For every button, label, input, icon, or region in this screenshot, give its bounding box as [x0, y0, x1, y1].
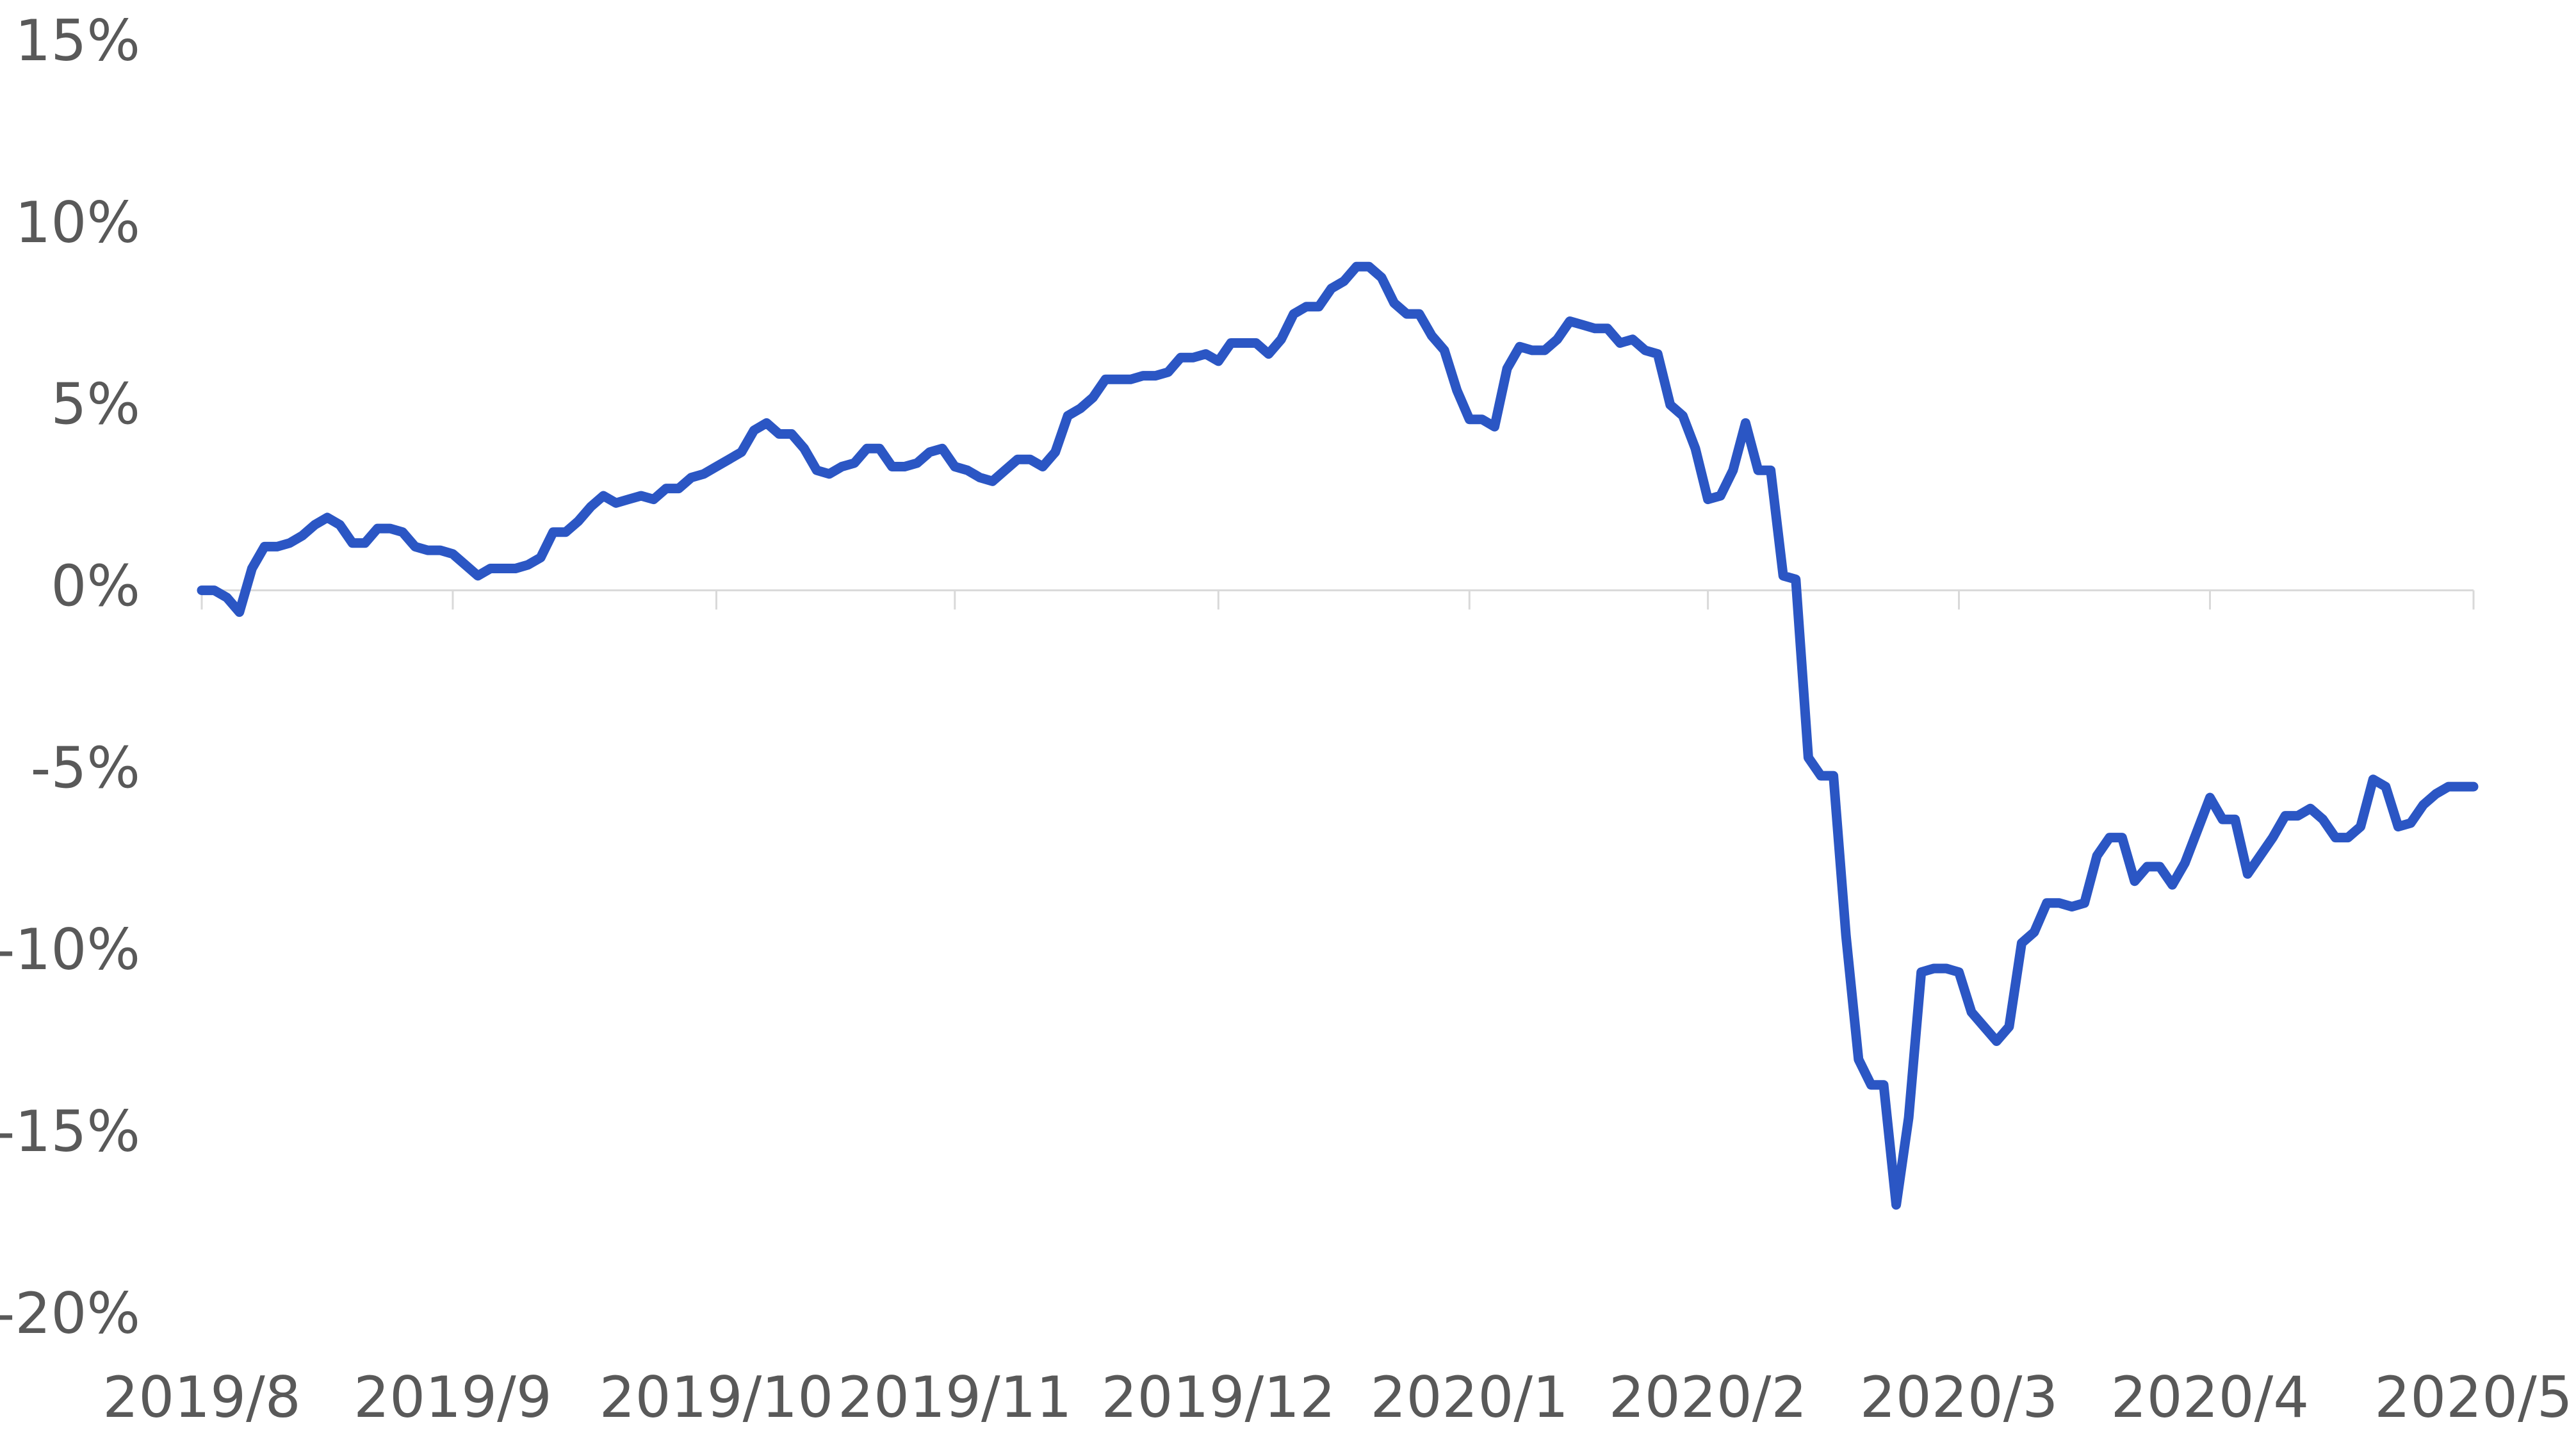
- y-tick-label: -5%: [31, 735, 140, 801]
- y-tick-label: 10%: [15, 190, 140, 256]
- y-tick-label: 15%: [15, 8, 140, 74]
- x-tick-label: 2020/3: [1860, 1364, 2058, 1430]
- y-tick-label: -15%: [0, 1099, 140, 1164]
- x-tick-label: 2020/2: [1609, 1364, 1807, 1430]
- x-tick-label: 2019/8: [102, 1364, 301, 1430]
- x-tick-label: 2019/10: [599, 1364, 834, 1430]
- x-tick-label: 2020/1: [1370, 1364, 1569, 1430]
- y-tick-label: -10%: [0, 917, 140, 983]
- x-tick-label: 2020/4: [2111, 1364, 2310, 1430]
- y-tick-label: -20%: [0, 1280, 140, 1346]
- y-tick-label: 5%: [51, 372, 140, 437]
- x-tick-label: 2019/12: [1102, 1364, 1336, 1430]
- x-tick-label: 2020/5: [2374, 1364, 2573, 1430]
- x-tick-label: 2019/9: [354, 1364, 552, 1430]
- x-tick-label: 2019/11: [838, 1364, 1072, 1430]
- line-series: [197, 261, 2479, 1210]
- y-tick-label: 0%: [51, 553, 140, 619]
